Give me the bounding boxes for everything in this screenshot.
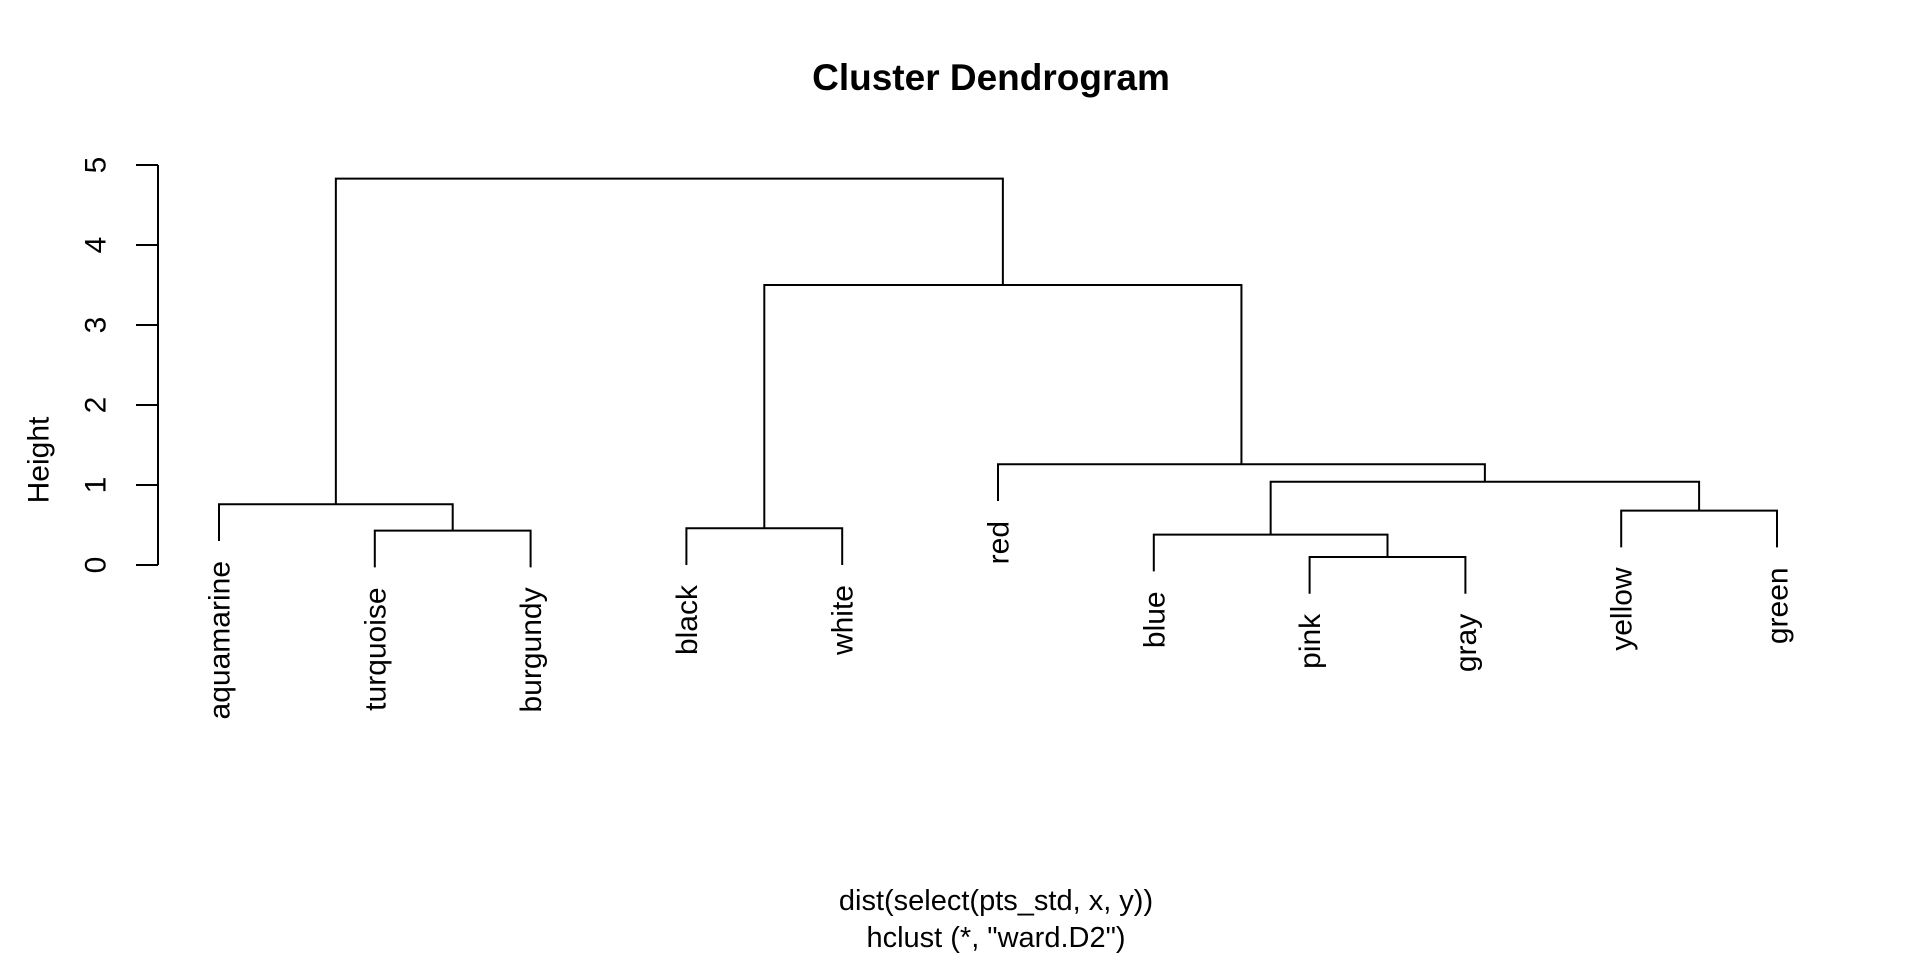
y-axis-label: Height [23,416,56,503]
leaf-label-gray: gray [1450,614,1483,672]
leaf-labels: pink gray blue turquoise burgundy black white y… [204,521,1795,719]
merge-link-n10 [334,177,1004,505]
leaf-label-burgundy: burgundy [515,587,548,712]
caption-line1: dist(select(pts_std, x, y)) [839,885,1153,917]
merge-link-n4 [685,527,844,565]
y-tick-label: 2 [80,397,113,414]
dendrogram-tree [218,177,1778,594]
y-axis: 0 1 2 3 4 5 [80,157,159,574]
leaf-label-yellow: yellow [1606,567,1639,651]
leaf-label-aquamarine: aquamarine [204,561,237,719]
merge-link-n6 [218,503,454,541]
y-tick-label: 4 [80,237,113,254]
merge-link-n7 [1269,480,1701,535]
y-tick-label: 5 [80,157,113,174]
leaf-label-blue: blue [1138,591,1171,648]
merge-link-n9 [763,284,1243,529]
caption-line2: hclust (*, "ward.D2") [866,922,1125,954]
leaf-label-black: black [671,584,704,655]
y-tick-label: 3 [80,317,113,334]
leaf-label-turquoise: turquoise [359,587,392,710]
y-tick-label: 0 [80,557,113,574]
merge-link-n3 [373,529,532,568]
leaf-label-red: red [983,521,1016,564]
leaf-label-pink: pink [1294,613,1327,669]
chart-title: Cluster Dendrogram [812,57,1170,98]
leaf-label-green: green [1762,567,1795,644]
merge-link-n2 [1152,533,1389,572]
merge-link-n1 [1308,556,1467,594]
merge-link-n5 [1620,509,1778,548]
leaf-label-white: white [827,585,860,656]
y-tick-label: 1 [80,477,113,494]
